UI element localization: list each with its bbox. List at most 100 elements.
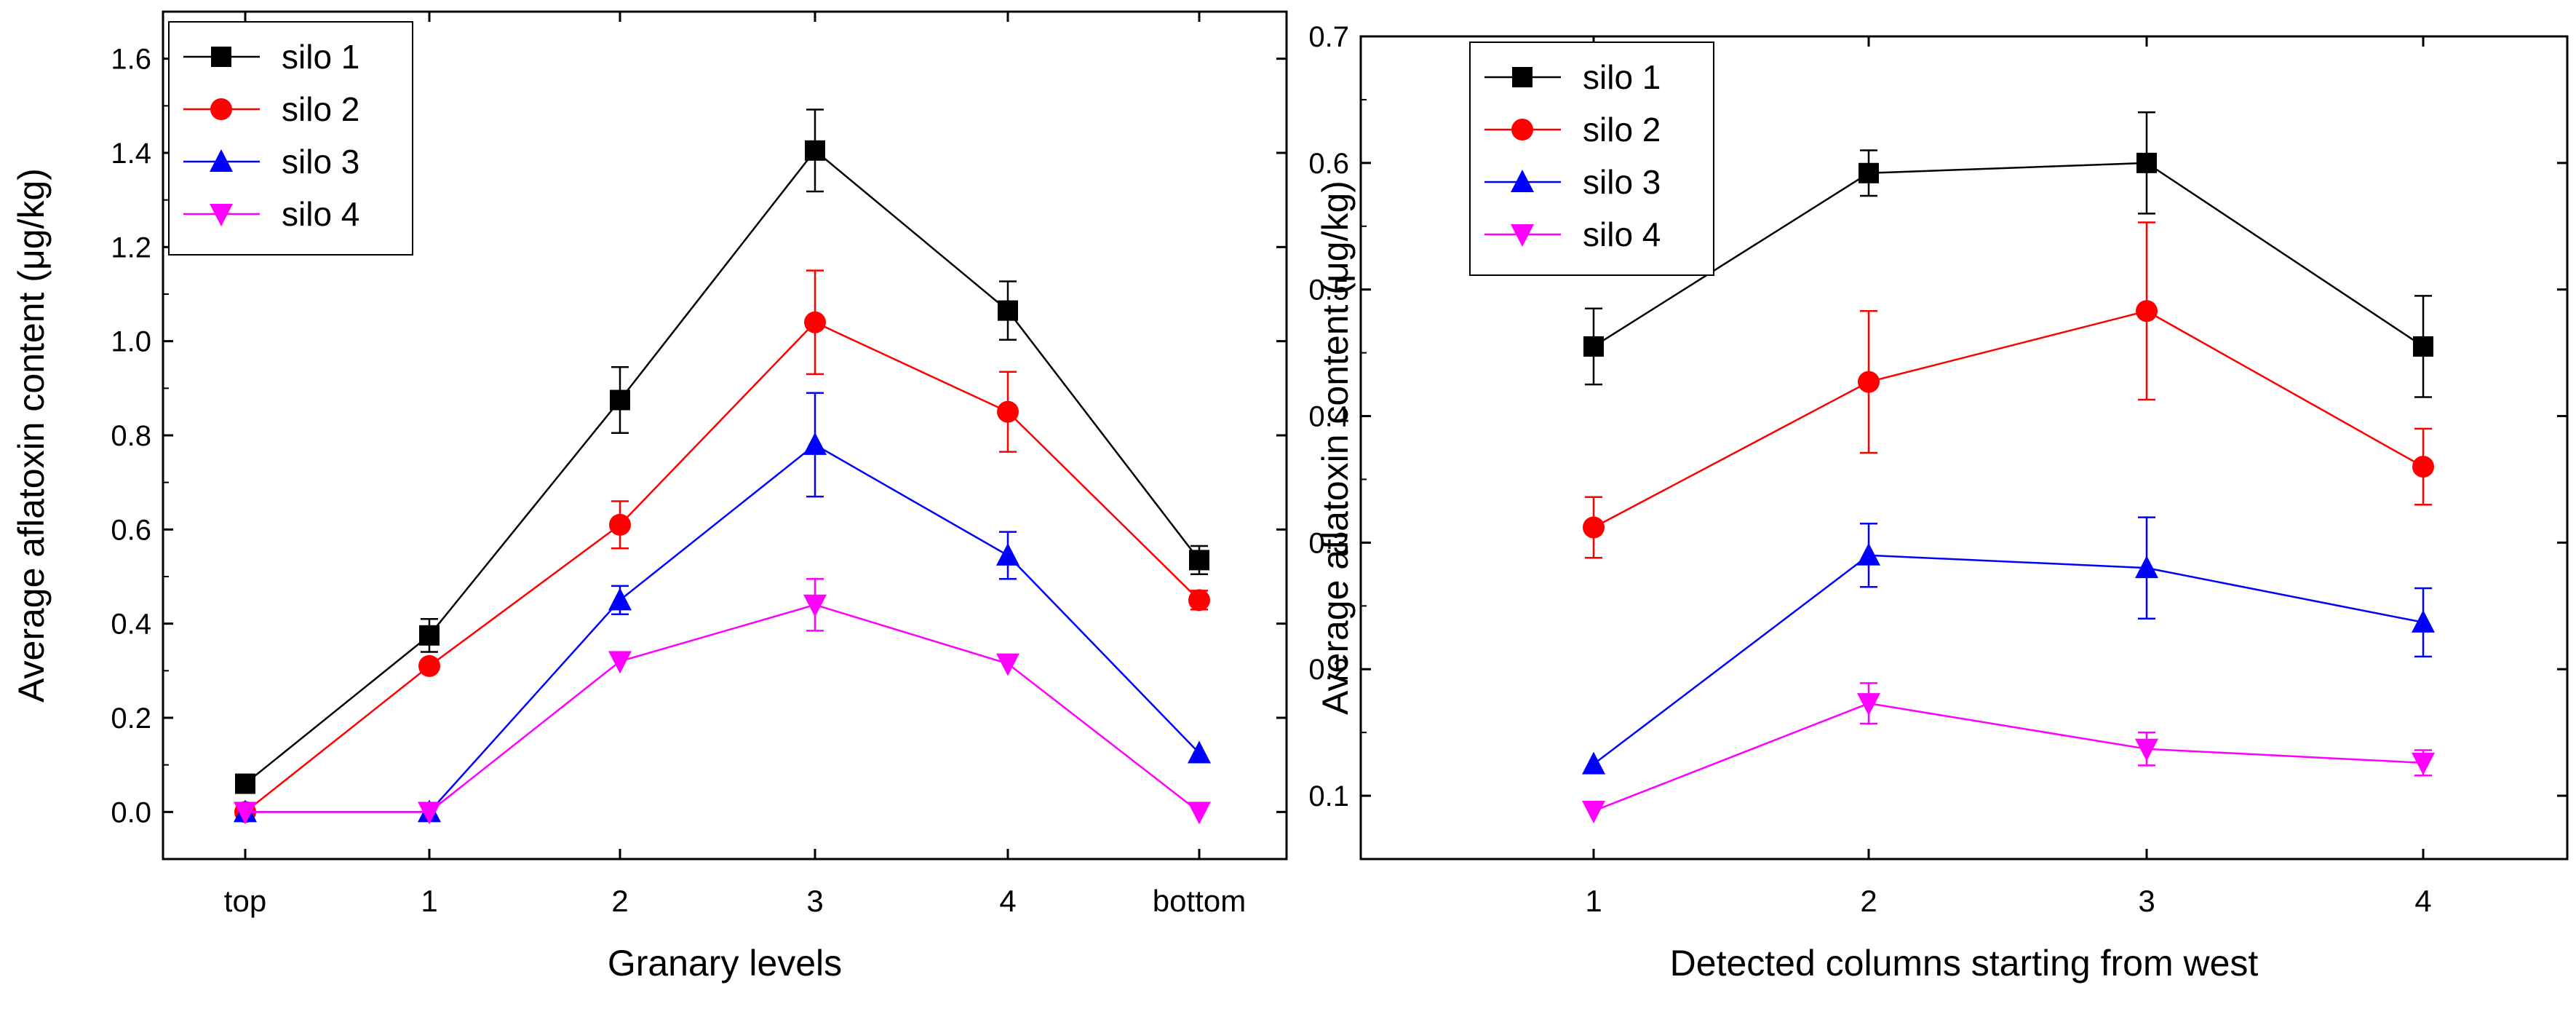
plot-frame <box>1359 35 2569 860</box>
legend-marker <box>210 98 232 120</box>
x-axis-label: Detected columns starting from west <box>1670 943 2259 984</box>
legend: silo 1 silo 2 silo 3 silo 4 <box>1469 41 1714 276</box>
x-tick-label: 4 <box>999 884 1016 918</box>
series-silo-3 <box>234 392 1211 823</box>
x-tick-label: 2 <box>1860 884 1877 918</box>
data-point <box>805 140 825 161</box>
data-point <box>2136 300 2158 323</box>
y-axis-label: Average aflatoxin content (μg/kg) <box>11 168 52 703</box>
y-tick-label: 0.5 <box>1308 274 1349 306</box>
series-line <box>245 321 1200 813</box>
legend-box <box>168 21 413 256</box>
y-tick-label: 0.4 <box>111 609 151 641</box>
data-point <box>235 773 255 794</box>
data-point <box>996 653 1019 676</box>
legend-marker <box>210 204 233 226</box>
y-axis-label: Average aflatoxin content (μg/kg) <box>1315 181 1356 715</box>
series-silo-4 <box>1582 682 2435 823</box>
data-point <box>998 300 1018 321</box>
series-line <box>1593 309 2424 529</box>
series-line <box>245 604 1200 813</box>
y-tick-label: 0.7 <box>1308 21 1349 53</box>
y-tick-label: 1.6 <box>111 44 151 76</box>
series-silo-2 <box>234 269 1210 823</box>
data-point <box>1583 336 1604 357</box>
legend: silo 1 silo 2 silo 3 silo 4 <box>168 21 413 256</box>
y-tick-label: 0.1 <box>1308 780 1349 812</box>
series-silo-1 <box>1583 111 2433 398</box>
series-line <box>1593 554 2424 765</box>
legend-marker <box>1512 67 1533 87</box>
data-point <box>2412 752 2435 775</box>
legend-label: silo 1 <box>282 38 359 76</box>
series-line <box>245 149 1200 785</box>
data-point <box>1858 371 1880 393</box>
data-point <box>418 654 440 677</box>
data-point <box>1857 542 1880 566</box>
data-point <box>1583 516 1605 539</box>
data-point <box>2136 152 2157 173</box>
data-point <box>608 587 632 611</box>
data-point <box>609 513 631 536</box>
data-point <box>234 802 257 825</box>
series-silo-2 <box>1583 221 2434 559</box>
data-point <box>2413 336 2433 357</box>
data-point <box>1859 162 1879 183</box>
series-line <box>1593 702 2424 812</box>
legend-label: silo 4 <box>282 195 359 233</box>
data-point <box>1188 740 1211 764</box>
data-point <box>1582 800 1605 823</box>
y-tick-label: 0.2 <box>1308 654 1349 686</box>
data-point <box>418 802 441 825</box>
x-tick-label: bottom <box>1153 884 1246 918</box>
y-tick-label: 0.0 <box>111 796 151 828</box>
data-point <box>608 651 632 674</box>
legend-label: silo 4 <box>1583 215 1661 253</box>
data-point <box>419 625 440 646</box>
legend-marker <box>1511 119 1533 141</box>
y-tick-label: 0.6 <box>111 514 151 546</box>
data-point <box>1188 589 1210 612</box>
series-line <box>245 443 1200 813</box>
y-tick-label: 1.2 <box>111 232 151 264</box>
x-tick-label: 1 <box>1585 884 1602 918</box>
series-line <box>1593 162 2424 347</box>
data-point <box>2412 456 2434 478</box>
data-point <box>610 389 630 411</box>
legend-label: silo 3 <box>1583 163 1661 201</box>
data-point <box>803 594 827 617</box>
series-silo-3 <box>1582 516 2435 775</box>
legend-label: silo 3 <box>282 143 359 181</box>
legend-marker <box>1511 224 1534 247</box>
legend-box <box>1469 41 1714 276</box>
legend-label: silo 1 <box>1583 58 1661 96</box>
legend-marker <box>1511 170 1534 192</box>
series-silo-4 <box>234 577 1211 825</box>
chart-1: 0.0 0.2 0.4 0.6 0.8 1.0 1.2 1.4 1.6 top 1 2 3 4 bottom… <box>11 10 1288 984</box>
data-point <box>996 542 1019 566</box>
chart-2: 0.1 0.2 0.3 0.4 0.5 0.6 0.7 1 2 3 4 Detected column… <box>1308 21 2569 984</box>
y-tick-label: 0.2 <box>111 703 151 735</box>
legend-marker <box>211 47 231 67</box>
x-tick-label: 2 <box>611 884 628 918</box>
data-point <box>1188 802 1211 825</box>
y-tick-label: 0.3 <box>1308 527 1349 559</box>
data-point <box>2135 738 2158 761</box>
x-tick-label: 3 <box>806 884 823 918</box>
y-tick-label: 1.0 <box>111 326 151 358</box>
data-point <box>2412 609 2435 633</box>
series-silo-1 <box>235 108 1209 794</box>
data-point <box>804 311 826 333</box>
x-axis-label: Granary levels <box>608 943 842 984</box>
y-tick-label: 0.4 <box>1308 401 1349 433</box>
x-tick-label: 4 <box>2414 884 2431 918</box>
legend-label: silo 2 <box>1583 111 1661 149</box>
y-tick-label: 0.8 <box>111 420 151 452</box>
y-tick-label: 1.4 <box>111 138 151 170</box>
legend-marker <box>210 149 233 172</box>
x-tick-label: 3 <box>2138 884 2155 918</box>
data-point <box>997 400 1019 423</box>
data-point <box>1582 751 1605 775</box>
data-point <box>803 432 827 455</box>
